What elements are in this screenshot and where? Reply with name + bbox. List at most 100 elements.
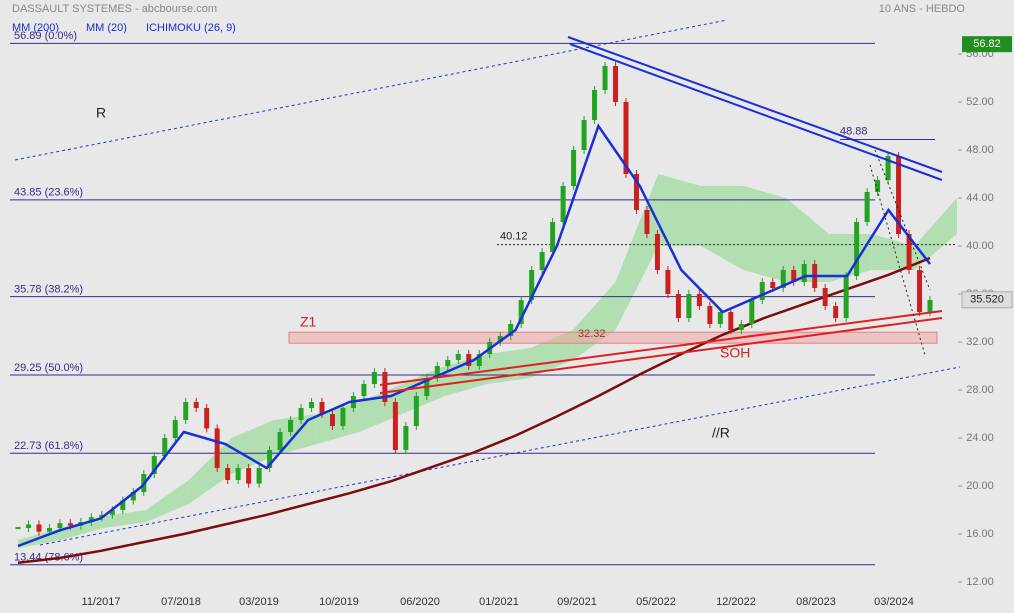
candle xyxy=(298,408,304,421)
candle xyxy=(675,294,681,319)
price-badge xyxy=(962,36,1012,53)
candle xyxy=(581,120,587,151)
ichimoku-cloud xyxy=(658,174,701,247)
candle xyxy=(917,270,923,313)
candle xyxy=(162,438,168,457)
chart-title: DASSAULT SYSTEMES - abcbourse.com xyxy=(12,3,217,15)
candle xyxy=(183,402,189,421)
candle xyxy=(382,372,388,403)
ichimoku-cloud xyxy=(914,198,957,271)
y-tick-label: 44.00 xyxy=(966,192,994,204)
candle xyxy=(434,366,440,379)
candle xyxy=(455,354,461,361)
candle xyxy=(120,500,126,511)
ichimoku-cloud xyxy=(700,186,744,271)
mid-label: 40.12 xyxy=(500,230,528,242)
candle xyxy=(571,150,577,187)
annotation: R xyxy=(96,105,106,121)
fib-label: 29.25 (50.0%) xyxy=(14,362,83,374)
candle xyxy=(539,252,545,271)
chart-subtitle: 10 ANS - HEBDO xyxy=(879,3,966,15)
candle xyxy=(686,294,692,319)
y-tick-label: 32.00 xyxy=(966,336,994,348)
x-tick-label: 01/2021 xyxy=(479,596,519,608)
candle xyxy=(875,180,881,193)
x-tick-label: 10/2019 xyxy=(319,596,359,608)
annotation: //R xyxy=(712,425,730,441)
candle xyxy=(833,306,839,319)
candle xyxy=(151,456,157,475)
candle xyxy=(518,300,524,325)
legend-entry: MM (200) xyxy=(12,22,59,34)
candle xyxy=(57,523,63,529)
candle xyxy=(707,306,713,325)
support-line xyxy=(379,310,943,386)
ichimoku-cloud xyxy=(871,234,915,271)
zone xyxy=(288,331,938,344)
resistance-line xyxy=(567,36,943,173)
annotation: SOH xyxy=(720,345,750,361)
candle xyxy=(854,222,860,277)
price-badge-label: 35.520 xyxy=(970,294,1004,306)
annotation: Z1 xyxy=(300,314,317,330)
candle xyxy=(246,468,252,484)
moving-average xyxy=(17,256,931,565)
moving-average xyxy=(17,123,931,548)
fib-label: 43.85 (23.6%) xyxy=(14,187,83,199)
x-tick-label: 06/2020 xyxy=(400,596,440,608)
candle xyxy=(130,492,136,501)
candle xyxy=(267,450,273,469)
y-tick-label: 28.00 xyxy=(966,384,994,396)
candle xyxy=(204,408,210,429)
candle xyxy=(550,222,556,253)
candle xyxy=(288,420,294,433)
candle xyxy=(476,354,482,367)
candle xyxy=(770,282,776,289)
price-badge xyxy=(961,291,1013,309)
candle xyxy=(759,282,765,301)
channel-bottom xyxy=(39,366,961,546)
y-tick-label: 40.00 xyxy=(966,240,994,252)
candle xyxy=(67,523,73,526)
candle xyxy=(633,174,639,211)
y-tick-label: 24.00 xyxy=(966,432,994,444)
x-tick-label: 03/2019 xyxy=(239,596,279,608)
y-tick-label: 48.00 xyxy=(966,144,994,156)
candle xyxy=(560,186,566,223)
candle xyxy=(906,234,912,271)
x-tick-label: 05/2022 xyxy=(636,596,676,608)
legend-entry: ICHIMOKU (26, 9) xyxy=(146,22,236,34)
candle xyxy=(340,408,346,427)
candle xyxy=(738,324,744,331)
candle xyxy=(801,264,807,283)
candle xyxy=(46,528,52,532)
candle xyxy=(602,66,608,91)
candle xyxy=(225,468,231,481)
candle xyxy=(99,514,105,518)
fib-label: 22.73 (61.8%) xyxy=(14,440,83,452)
candle xyxy=(885,156,891,181)
y-tick-label: 52.00 xyxy=(966,96,994,108)
candle xyxy=(927,300,933,313)
candle xyxy=(25,524,31,529)
x-tick-label: 12/2022 xyxy=(716,596,756,608)
ichimoku-cloud xyxy=(103,510,147,529)
resistance-line xyxy=(569,43,943,181)
ichimoku-cloud xyxy=(828,234,872,283)
candle xyxy=(319,402,325,415)
channel-top xyxy=(14,19,728,161)
ichimoku-cloud xyxy=(146,480,189,523)
candle xyxy=(717,312,723,325)
fib-label: 35.78 (38.2%) xyxy=(14,284,83,296)
candle xyxy=(592,90,598,121)
candle xyxy=(613,66,619,103)
candle xyxy=(392,402,398,451)
ichimoku-cloud xyxy=(743,186,787,283)
candle xyxy=(466,354,472,367)
y-tick-label: 20.00 xyxy=(966,480,994,492)
candle xyxy=(15,527,21,530)
ichimoku-cloud xyxy=(231,420,275,475)
candle xyxy=(403,426,409,451)
candle xyxy=(623,102,629,175)
